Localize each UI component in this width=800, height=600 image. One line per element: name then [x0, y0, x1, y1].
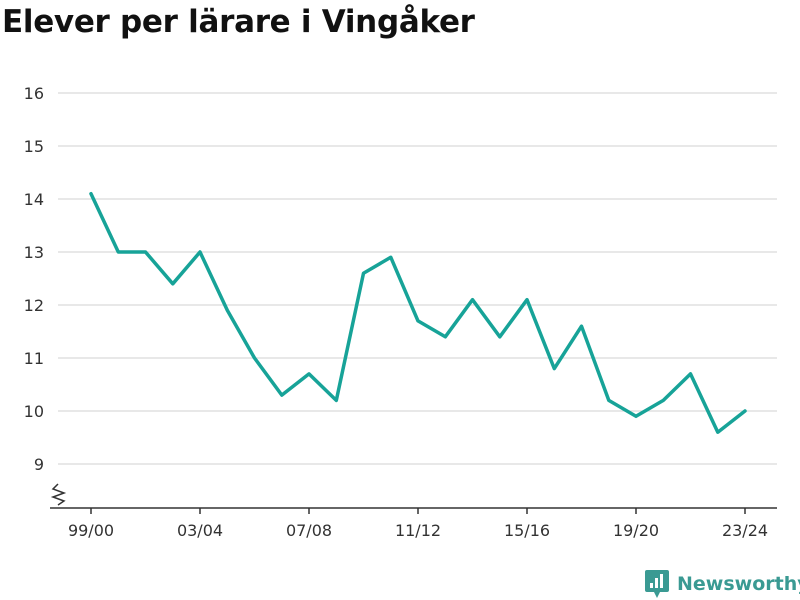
- x-axis: [50, 483, 777, 509]
- x-tick-label: 99/00: [68, 521, 114, 540]
- data-point[interactable]: [142, 248, 150, 256]
- chart-title: Elever per lärare i Vingåker: [2, 4, 475, 40]
- data-point[interactable]: [441, 333, 449, 341]
- y-tick-label: 10: [24, 402, 44, 421]
- x-tick-label: 19/20: [613, 521, 659, 540]
- data-point[interactable]: [278, 391, 286, 399]
- data-point[interactable]: [114, 248, 122, 256]
- y-tick-label: 14: [24, 190, 44, 209]
- data-point[interactable]: [741, 407, 749, 415]
- data-point[interactable]: [605, 396, 613, 404]
- x-tick-label: 15/16: [504, 521, 550, 540]
- data-point[interactable]: [687, 370, 695, 378]
- data-point[interactable]: [332, 396, 340, 404]
- x-tick-label: 03/04: [177, 521, 223, 540]
- data-point[interactable]: [223, 306, 231, 314]
- y-tick-label: 9: [34, 455, 44, 474]
- data-point[interactable]: [360, 269, 368, 277]
- y-tick-label: 12: [24, 296, 44, 315]
- newsworthy-logo-icon: [645, 570, 669, 598]
- data-point[interactable]: [550, 365, 558, 373]
- data-point[interactable]: [87, 190, 95, 198]
- data-point[interactable]: [496, 333, 504, 341]
- data-point[interactable]: [414, 317, 422, 325]
- x-tick-label: 23/24: [722, 521, 768, 540]
- x-axis-ticks: 99/00 03/04 07/08 11/12 15/16 19/20 23/24: [68, 508, 768, 540]
- data-point[interactable]: [305, 370, 313, 378]
- y-tick-label: 16: [24, 84, 44, 103]
- data-point[interactable]: [578, 322, 586, 330]
- y-tick-label: 15: [24, 137, 44, 156]
- data-point[interactable]: [632, 412, 640, 420]
- data-point[interactable]: [469, 296, 477, 304]
- y-tick-label: 11: [24, 349, 44, 368]
- data-point[interactable]: [714, 428, 722, 436]
- data-point[interactable]: [659, 396, 667, 404]
- axis-break-marker: [50, 483, 67, 506]
- series-line: [89, 191, 747, 434]
- newsworthy-brand[interactable]: Newsworthy: [644, 569, 800, 599]
- y-axis-ticks: 9 10 11 12 13 14 15 16: [24, 84, 44, 474]
- brand-name: Newsworthy: [677, 573, 800, 595]
- series-group: [87, 190, 749, 436]
- data-point[interactable]: [523, 296, 531, 304]
- data-point[interactable]: [169, 280, 177, 288]
- data-point[interactable]: [387, 253, 395, 261]
- data-point[interactable]: [251, 354, 259, 362]
- data-point[interactable]: [196, 248, 204, 256]
- x-tick-label: 11/12: [395, 521, 441, 540]
- y-tick-label: 13: [24, 243, 44, 262]
- gridlines: [58, 92, 777, 465]
- x-tick-label: 07/08: [286, 521, 332, 540]
